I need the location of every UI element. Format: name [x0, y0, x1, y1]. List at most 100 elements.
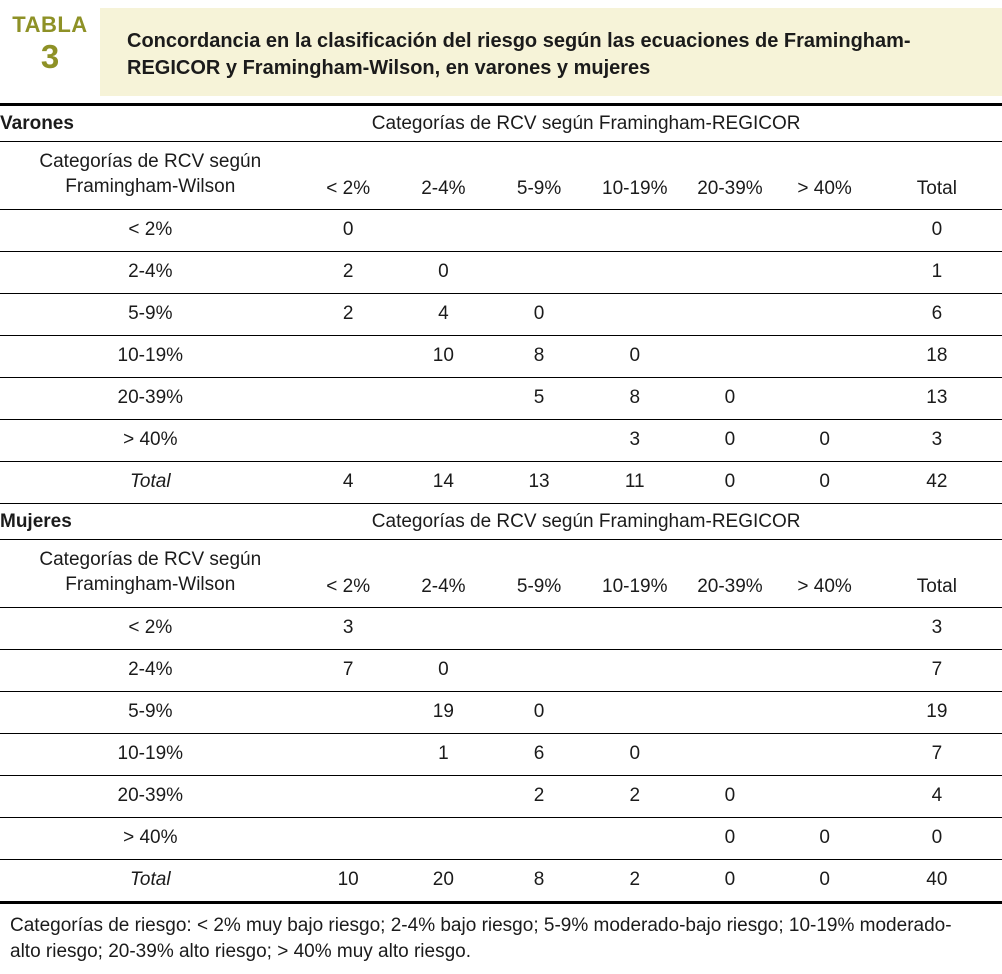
- column-header: 20-39%: [682, 141, 778, 210]
- column-header: 2-4%: [395, 141, 491, 210]
- row-group-header: Categorías de RCV según Framingham-Wilson: [0, 539, 301, 608]
- value-cell: 10: [395, 335, 491, 378]
- value-cell: 0: [871, 817, 1002, 860]
- value-cell: [587, 817, 683, 860]
- row-label: 5-9%: [0, 691, 301, 734]
- column-header: < 2%: [300, 539, 396, 608]
- value-cell: 18: [871, 335, 1002, 378]
- regicor-columns-title: Categorías de RCV según Framingham-REGIC…: [300, 503, 872, 540]
- column-header: 20-39%: [682, 539, 778, 608]
- value-cell: [300, 775, 396, 818]
- value-cell: [682, 649, 778, 692]
- table-tag-word: TABLA: [12, 12, 88, 37]
- value-cell: 0: [587, 733, 683, 776]
- column-header: 10-19%: [587, 539, 683, 608]
- value-cell: 5: [490, 377, 588, 420]
- value-cell: 8: [587, 377, 683, 420]
- row-label: 10-19%: [0, 733, 301, 776]
- row-label: 20-39%: [0, 377, 301, 420]
- value-cell: [490, 817, 588, 860]
- value-cell: 0: [395, 649, 491, 692]
- value-cell: 0: [490, 691, 588, 734]
- value-cell: 10: [337, 868, 359, 890]
- column-header-row: Categorías de RCV según Framingham-Wilson…: [0, 539, 1002, 608]
- spacer-cell: [871, 104, 1002, 142]
- value-cell: 0: [777, 461, 872, 504]
- value-cell: [587, 209, 683, 252]
- column-header: Total: [871, 141, 1002, 210]
- value-cell: 3: [587, 419, 683, 462]
- value-cell: [300, 377, 396, 420]
- section-header-row: Mujeres Categorías de RCV según Framingha…: [0, 503, 1002, 540]
- table-row: 2-4% 7 0 7: [0, 649, 1002, 692]
- value-cell: [300, 419, 396, 462]
- table-row: Total 10 20 8 2 0 0 40: [0, 859, 1002, 901]
- value-cell: 0: [300, 209, 396, 252]
- value-cell: 4: [300, 461, 396, 504]
- value-cell: 11: [587, 461, 683, 504]
- value-cell: 0: [395, 251, 491, 294]
- row-group-header-line1: Categorías de RCV según: [39, 548, 262, 570]
- value-cell: 0: [682, 419, 778, 462]
- risk-table-varones: Varones Categorías de RCV según Framingha…: [0, 103, 1002, 504]
- value-cell: 0: [682, 817, 778, 860]
- column-header: 5-9%: [490, 141, 588, 210]
- value-cell: [490, 251, 588, 294]
- value-cell: [777, 293, 872, 336]
- value-cell: [777, 377, 872, 420]
- value-cell: [682, 691, 778, 734]
- column-header: 2-4%: [395, 539, 491, 608]
- value-cell: 2: [587, 775, 683, 818]
- section-title: Varones: [0, 104, 301, 142]
- value-cell: [777, 607, 872, 650]
- value-cell: 13: [490, 461, 588, 504]
- column-header: > 40%: [777, 141, 872, 210]
- table-row: 20-39% 5 8 0 13: [0, 377, 1002, 420]
- row-label: 2-4%: [0, 649, 301, 692]
- row-label: < 2%: [0, 209, 301, 252]
- value-cell: [490, 419, 588, 462]
- value-cell: 7: [300, 649, 396, 692]
- value-cell: 0: [777, 419, 872, 462]
- regicor-columns-title: Categorías de RCV según Framingham-REGIC…: [300, 104, 872, 142]
- value-cell: [490, 649, 588, 692]
- column-header: < 2%: [300, 141, 396, 210]
- value-cell: [395, 209, 491, 252]
- table-row: < 2% 3 3: [0, 607, 1002, 650]
- row-group-header-line2: Framingham-Wilson: [65, 176, 236, 198]
- value-cell: [682, 607, 778, 650]
- spacer-cell: [871, 503, 1002, 540]
- value-cell: [682, 733, 778, 776]
- value-cell: [682, 209, 778, 252]
- table-tag: TABLA 3: [0, 8, 100, 96]
- footnote: Categorías de riesgo: < 2% muy bajo ries…: [0, 900, 1002, 965]
- row-group-header-line2: Framingham-Wilson: [65, 574, 236, 596]
- value-cell: 4: [871, 775, 1002, 818]
- value-cell: [587, 691, 683, 734]
- row-label: 10-19%: [0, 335, 301, 378]
- value-cell: [587, 293, 683, 336]
- value-cell: 20: [432, 868, 454, 890]
- value-cell: 0: [777, 817, 872, 860]
- figure-header: TABLA 3 Concordancia en la clasificación…: [0, 8, 1002, 96]
- column-header-row: Categorías de RCV según Framingham-Wilson…: [0, 141, 1002, 210]
- row-label: < 2%: [0, 607, 301, 650]
- table-row: 20-39% 2 2 0 4: [0, 775, 1002, 818]
- value-cell: [395, 377, 491, 420]
- value-cell: [777, 209, 872, 252]
- value-cell: [777, 733, 872, 776]
- row-label: Total: [130, 868, 171, 890]
- title-band: Concordancia en la clasificación del rie…: [100, 8, 1002, 96]
- row-label: 20-39%: [0, 775, 301, 818]
- value-cell: 0: [871, 209, 1002, 252]
- table-tag-number: 3: [40, 38, 60, 76]
- value-cell: 8: [533, 868, 545, 890]
- table-row: < 2% 0 0: [0, 209, 1002, 252]
- row-label: > 40%: [0, 419, 301, 462]
- value-cell: [300, 817, 396, 860]
- value-cell: 19: [871, 691, 1002, 734]
- value-cell: [395, 817, 491, 860]
- row-label: 5-9%: [0, 293, 301, 336]
- value-cell: [587, 607, 683, 650]
- figure-title-line2: REGICOR y Framingham-Wilson, en varones …: [127, 57, 651, 79]
